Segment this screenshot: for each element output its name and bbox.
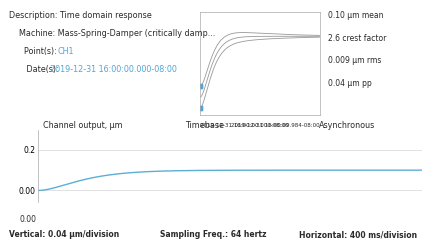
Text: Description: Time domain response: Description: Time domain response xyxy=(9,11,151,20)
Text: Point(s):: Point(s): xyxy=(9,47,59,56)
Text: Horizontal: 400 ms/division: Horizontal: 400 ms/division xyxy=(299,230,417,240)
Text: 2019-12-31 16:00:00.000-08:00: 2019-12-31 16:00:00.000-08:00 xyxy=(200,123,289,128)
Text: Asynchronous: Asynchronous xyxy=(319,121,375,130)
Text: 0.04 μm pp: 0.04 μm pp xyxy=(328,79,372,88)
Text: Date(s):: Date(s): xyxy=(9,65,60,74)
Text: 2019-12-31 16:00:00.000-08:00: 2019-12-31 16:00:00.000-08:00 xyxy=(50,65,177,74)
Text: Sampling Freq.: 64 hertz: Sampling Freq.: 64 hertz xyxy=(160,230,266,240)
Text: 0.00: 0.00 xyxy=(20,215,36,224)
Text: 0.009 μm rms: 0.009 μm rms xyxy=(328,56,381,66)
Text: 2019-12-31 16:00:09.984-08:00: 2019-12-31 16:00:09.984-08:00 xyxy=(231,123,320,128)
Text: Channel output, μm: Channel output, μm xyxy=(43,121,122,130)
Text: Timebase: Timebase xyxy=(185,121,224,130)
Text: 0.10 μm mean: 0.10 μm mean xyxy=(328,11,383,20)
Text: Vertical: 0.04 μm/division: Vertical: 0.04 μm/division xyxy=(9,230,119,240)
Text: Machine: Mass-Spring-Damper (critically damp...: Machine: Mass-Spring-Damper (critically … xyxy=(9,29,215,38)
Text: 2.6 crest factor: 2.6 crest factor xyxy=(328,34,386,43)
Text: CH1: CH1 xyxy=(58,47,74,56)
